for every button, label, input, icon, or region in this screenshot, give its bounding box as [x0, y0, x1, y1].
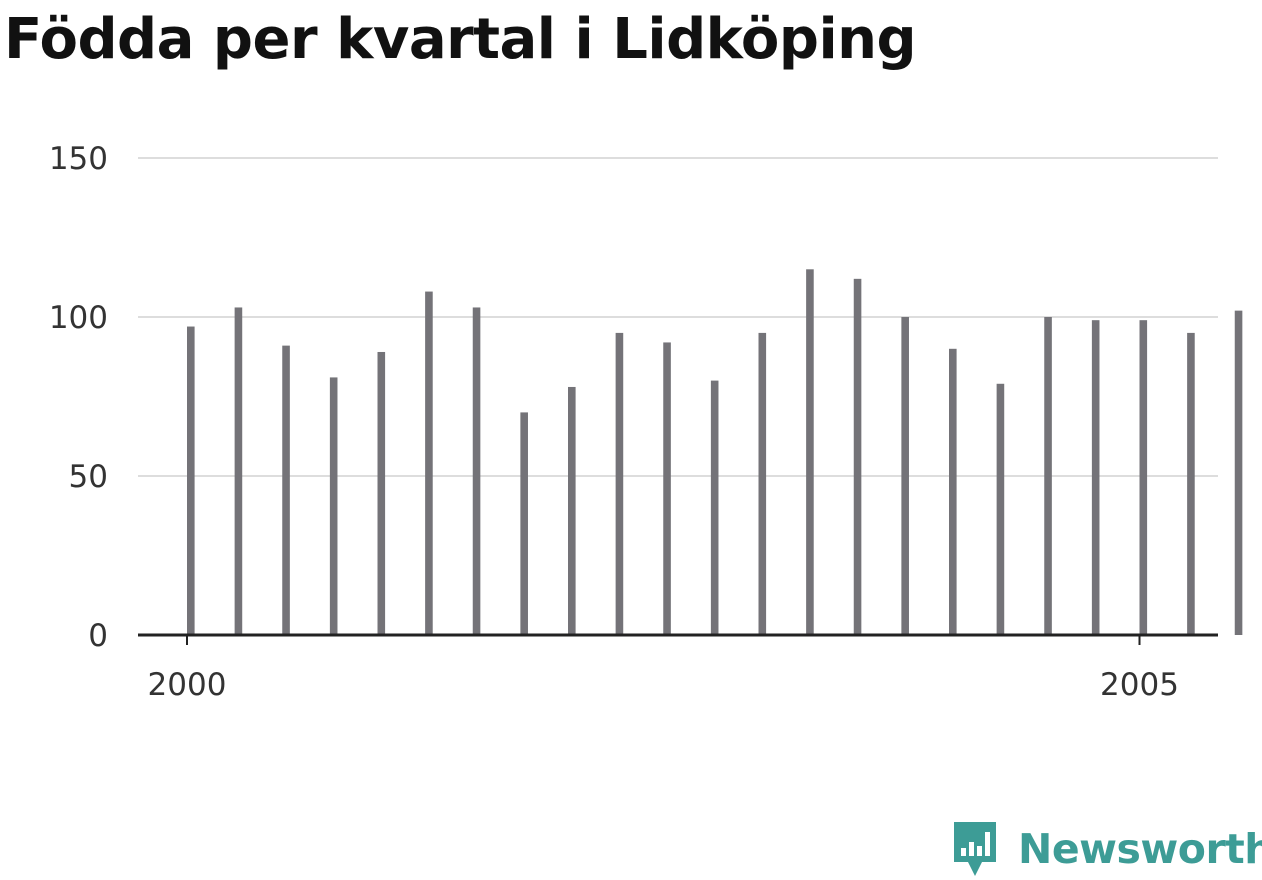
bar	[949, 348, 957, 635]
bar	[758, 332, 767, 635]
bar	[853, 278, 862, 635]
bar	[187, 326, 195, 635]
bar	[901, 317, 909, 635]
bar	[1044, 317, 1052, 635]
brand-logo: Newsworthy	[950, 818, 1262, 880]
x-tick-label: 2005	[1100, 667, 1179, 703]
y-tick-label: 50	[69, 459, 108, 495]
bar	[329, 377, 338, 635]
x-tick-label: 2000	[148, 667, 227, 703]
bar	[472, 307, 481, 635]
bar	[1187, 332, 1195, 635]
bar	[996, 383, 1005, 635]
bar	[520, 412, 528, 635]
bar	[425, 291, 433, 635]
bar	[615, 332, 624, 635]
bars	[187, 269, 1243, 635]
gridlines	[138, 157, 1218, 477]
bar	[568, 386, 576, 635]
bar	[710, 380, 719, 635]
y-tick-label: 150	[49, 141, 108, 177]
brand-name: Newsworthy	[1018, 825, 1262, 873]
bar	[282, 345, 290, 635]
y-axis: 0 50 100 150	[49, 141, 108, 654]
y-tick-label: 0	[88, 618, 108, 654]
y-tick-label: 100	[49, 300, 108, 336]
bar	[377, 351, 386, 635]
x-axis: 200020052010201520202025	[138, 633, 1218, 703]
chart-title: Födda per kvartal i Lidköping	[4, 7, 917, 72]
bar	[234, 307, 243, 635]
newsworthy-logo-icon	[954, 822, 996, 876]
bar	[663, 342, 671, 635]
bar	[1091, 320, 1100, 635]
bar	[1139, 320, 1148, 635]
bar	[806, 269, 814, 635]
bar	[1234, 310, 1243, 635]
